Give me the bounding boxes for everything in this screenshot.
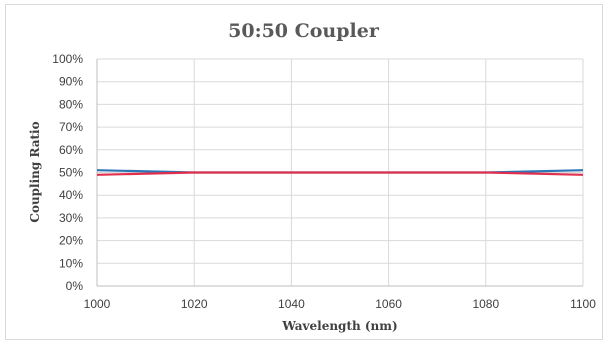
x-tick-label: 1000 xyxy=(84,297,111,311)
axes xyxy=(96,59,583,287)
y-tick-label: 60% xyxy=(59,143,83,157)
x-tick-label: 1020 xyxy=(181,297,208,311)
y-tick-label: 80% xyxy=(59,97,83,111)
y-tick-label: 90% xyxy=(59,75,83,89)
y-tick-label: 70% xyxy=(59,120,83,134)
series-lines xyxy=(96,169,584,176)
chart-title: 50:50 Coupler xyxy=(228,20,379,42)
tick-labels: 0% 10% 20% 30% 40% 50% 60% 70% 80% 90% 100% 1000 102… xyxy=(52,52,596,311)
y-tick-label: 20% xyxy=(59,234,83,248)
y-tick-label: 100% xyxy=(52,52,83,66)
y-tick-label: 30% xyxy=(59,211,83,225)
y-tick-label: 40% xyxy=(59,188,83,202)
x-axis-label: Wavelength (nm) xyxy=(281,319,397,333)
y-tick-label: 50% xyxy=(59,166,83,180)
x-tick-label: 1060 xyxy=(375,297,402,311)
series-line-2 xyxy=(96,171,584,176)
x-tick-label: 1100 xyxy=(570,297,596,311)
y-axis-label: Coupling Ratio xyxy=(28,121,42,222)
x-tick-label: 1040 xyxy=(278,297,305,311)
y-tick-label: 10% xyxy=(59,256,83,270)
x-tick-label: 1080 xyxy=(472,297,499,311)
y-tick-label: 0% xyxy=(66,279,84,293)
